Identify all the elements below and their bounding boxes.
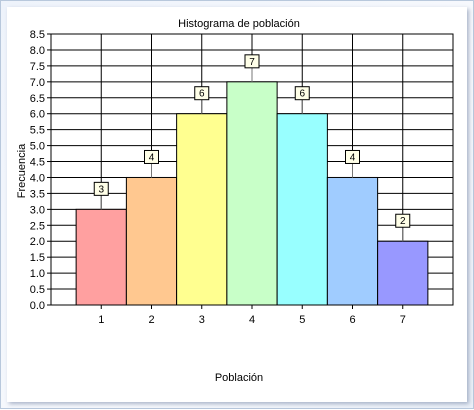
x-tick-label: 7	[400, 314, 406, 326]
chart-title: Histograma de población	[178, 18, 300, 30]
data-label-box	[395, 213, 411, 228]
data-label: 2	[400, 216, 406, 227]
y-tick-label: 7.5	[30, 61, 45, 73]
x-tick-label: 1	[98, 314, 104, 326]
histogram-bar	[377, 240, 429, 306]
plot-area	[50, 33, 454, 306]
y-tick-label: 5.0	[30, 141, 45, 153]
histogram-bar	[326, 176, 379, 306]
data-label: 7	[249, 57, 255, 68]
y-tick-label: 8.5	[30, 29, 45, 41]
histogram-bar	[226, 81, 278, 306]
histogram-bar	[176, 113, 228, 306]
data-label: 4	[350, 152, 356, 163]
y-axis-label: Frecuencia	[16, 143, 28, 198]
x-tick-label: 2	[148, 314, 154, 326]
data-label-box	[144, 149, 159, 164]
y-tick-label: 4.0	[30, 172, 45, 184]
data-label: 6	[199, 89, 205, 100]
x-axis-label: Población	[215, 372, 263, 384]
y-tick-label: 6.0	[30, 109, 45, 121]
y-tick-label: 7.0	[30, 77, 45, 89]
data-label: 3	[98, 184, 104, 195]
y-tick-label: 1.0	[30, 268, 45, 280]
x-tick-label: 6	[349, 314, 355, 326]
x-tick-label: 3	[199, 314, 205, 326]
data-label-box	[194, 86, 210, 101]
y-tick-label: 2.5	[30, 220, 45, 232]
x-tick-label: 4	[249, 314, 255, 326]
y-tick-label: 8.0	[30, 45, 45, 57]
data-label: 6	[299, 89, 305, 100]
histogram-bar	[276, 113, 328, 306]
y-tick-label: 2.0	[30, 236, 45, 248]
data-label: 4	[149, 152, 155, 163]
data-label-box	[93, 181, 109, 196]
y-tick-label: 3.0	[30, 204, 45, 216]
y-tick-label: 1.5	[30, 252, 45, 264]
data-label-box	[345, 149, 360, 164]
histogram-bar	[125, 176, 178, 306]
data-label-box	[244, 54, 260, 69]
y-tick-label: 6.5	[30, 93, 45, 105]
y-tick-label: 4.5	[30, 157, 45, 169]
y-tick-label: 3.5	[30, 188, 45, 200]
y-tick-label: 0.5	[30, 284, 45, 296]
y-tick-label: 5.5	[30, 125, 45, 137]
y-tick-label: 0.0	[30, 300, 45, 312]
x-tick-label: 5	[299, 314, 305, 326]
data-label-box	[294, 86, 310, 101]
histogram-bar	[75, 208, 127, 306]
